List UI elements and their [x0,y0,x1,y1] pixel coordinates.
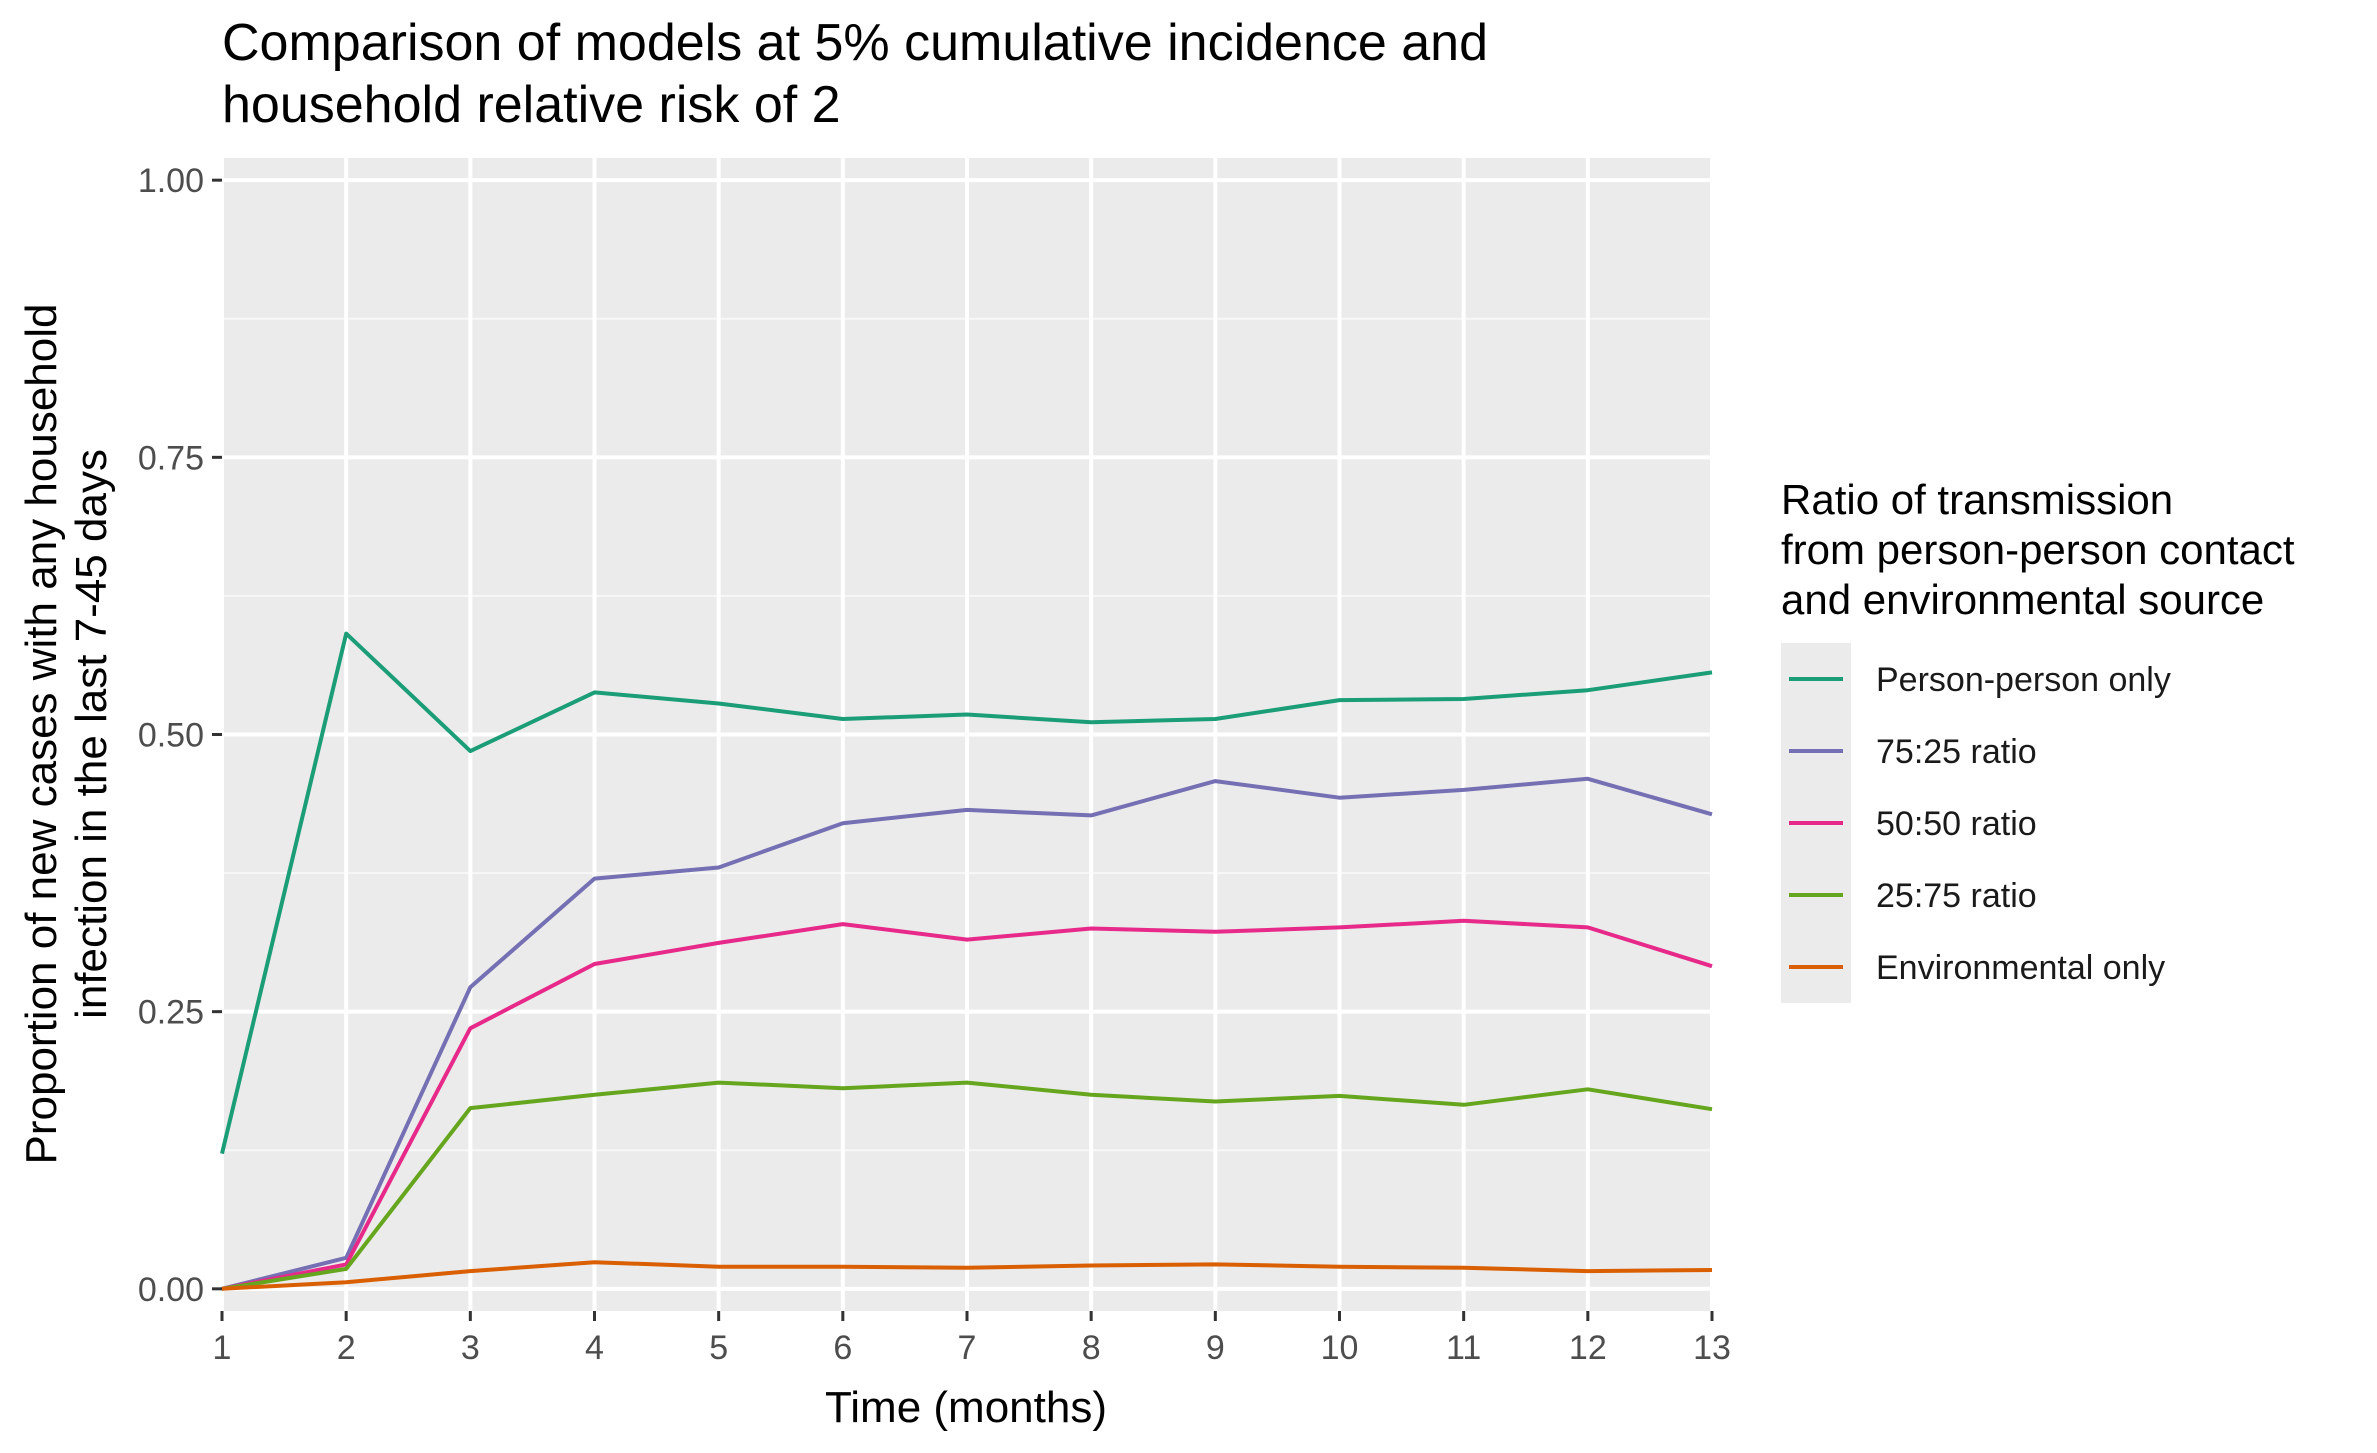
x-tick-label: 2 [337,1329,356,1367]
x-tick-label: 12 [1569,1329,1607,1367]
x-tick-label: 3 [461,1329,480,1367]
legend-label: 25:75 ratio [1876,877,2037,915]
y-axis-title: Proportion of new cases with any househo… [17,304,116,1165]
legend-title-line-2: from person-person contact [1781,526,2295,573]
legend-items: Person-person only 75:25 ratio 50:50 ratio… [1781,643,2171,1003]
series-line [221,1080,1713,1291]
chart-title-line-1: Comparison of models at 5% cumulative in… [222,14,1488,72]
y-tick-label: 0.25 [138,994,204,1032]
y-tick-label: 0.50 [138,717,204,755]
legend-title-line-1: Ratio of transmission [1781,476,2173,523]
x-tick-label: 8 [1082,1329,1101,1367]
legend-label: Person-person only [1876,661,2171,699]
series-line [221,776,1713,1291]
x-tick-label: 4 [585,1329,604,1367]
y-tick-label: 1.00 [138,162,204,200]
y-axis-title-line-2: infection in the last 7-45 days [67,449,116,1019]
series-line [221,918,1713,1291]
x-tick-label: 11 [1446,1329,1481,1367]
y-axis: 0.00 0.25 0.50 0.75 1.00 [138,162,222,1309]
x-tick-label: 5 [709,1329,728,1367]
legend-label: Environmental only [1876,949,2165,987]
x-tick-label: 7 [958,1329,977,1367]
legend-title-line-3: and environmental source [1781,576,2264,623]
series-line [221,1260,1713,1291]
x-tick-label: 9 [1206,1329,1225,1367]
x-tick-label: 13 [1693,1329,1731,1367]
series-line [220,631,1713,1155]
chart-title-line-2: household relative risk of 2 [222,76,841,134]
series-lines [220,631,1713,1291]
y-tick-label: 0.00 [138,1271,204,1309]
x-tick-label: 1 [213,1329,232,1367]
x-axis-title: Time (months) [825,1383,1107,1432]
legend-label: 50:50 ratio [1876,805,2037,843]
x-axis: 1 2 3 4 5 6 7 8 9 10 11 12 13 [213,1311,1731,1367]
y-tick-label: 0.75 [138,439,204,477]
y-axis-title-line-1: Proportion of new cases with any househo… [17,304,66,1165]
x-tick-label: 6 [833,1329,852,1367]
chart-title: Comparison of models at 5% cumulative in… [222,14,1488,134]
legend: Ratio of transmission from person-person… [1781,476,2295,1003]
x-tick-label: 10 [1321,1329,1359,1367]
legend-label: 75:25 ratio [1876,733,2037,771]
